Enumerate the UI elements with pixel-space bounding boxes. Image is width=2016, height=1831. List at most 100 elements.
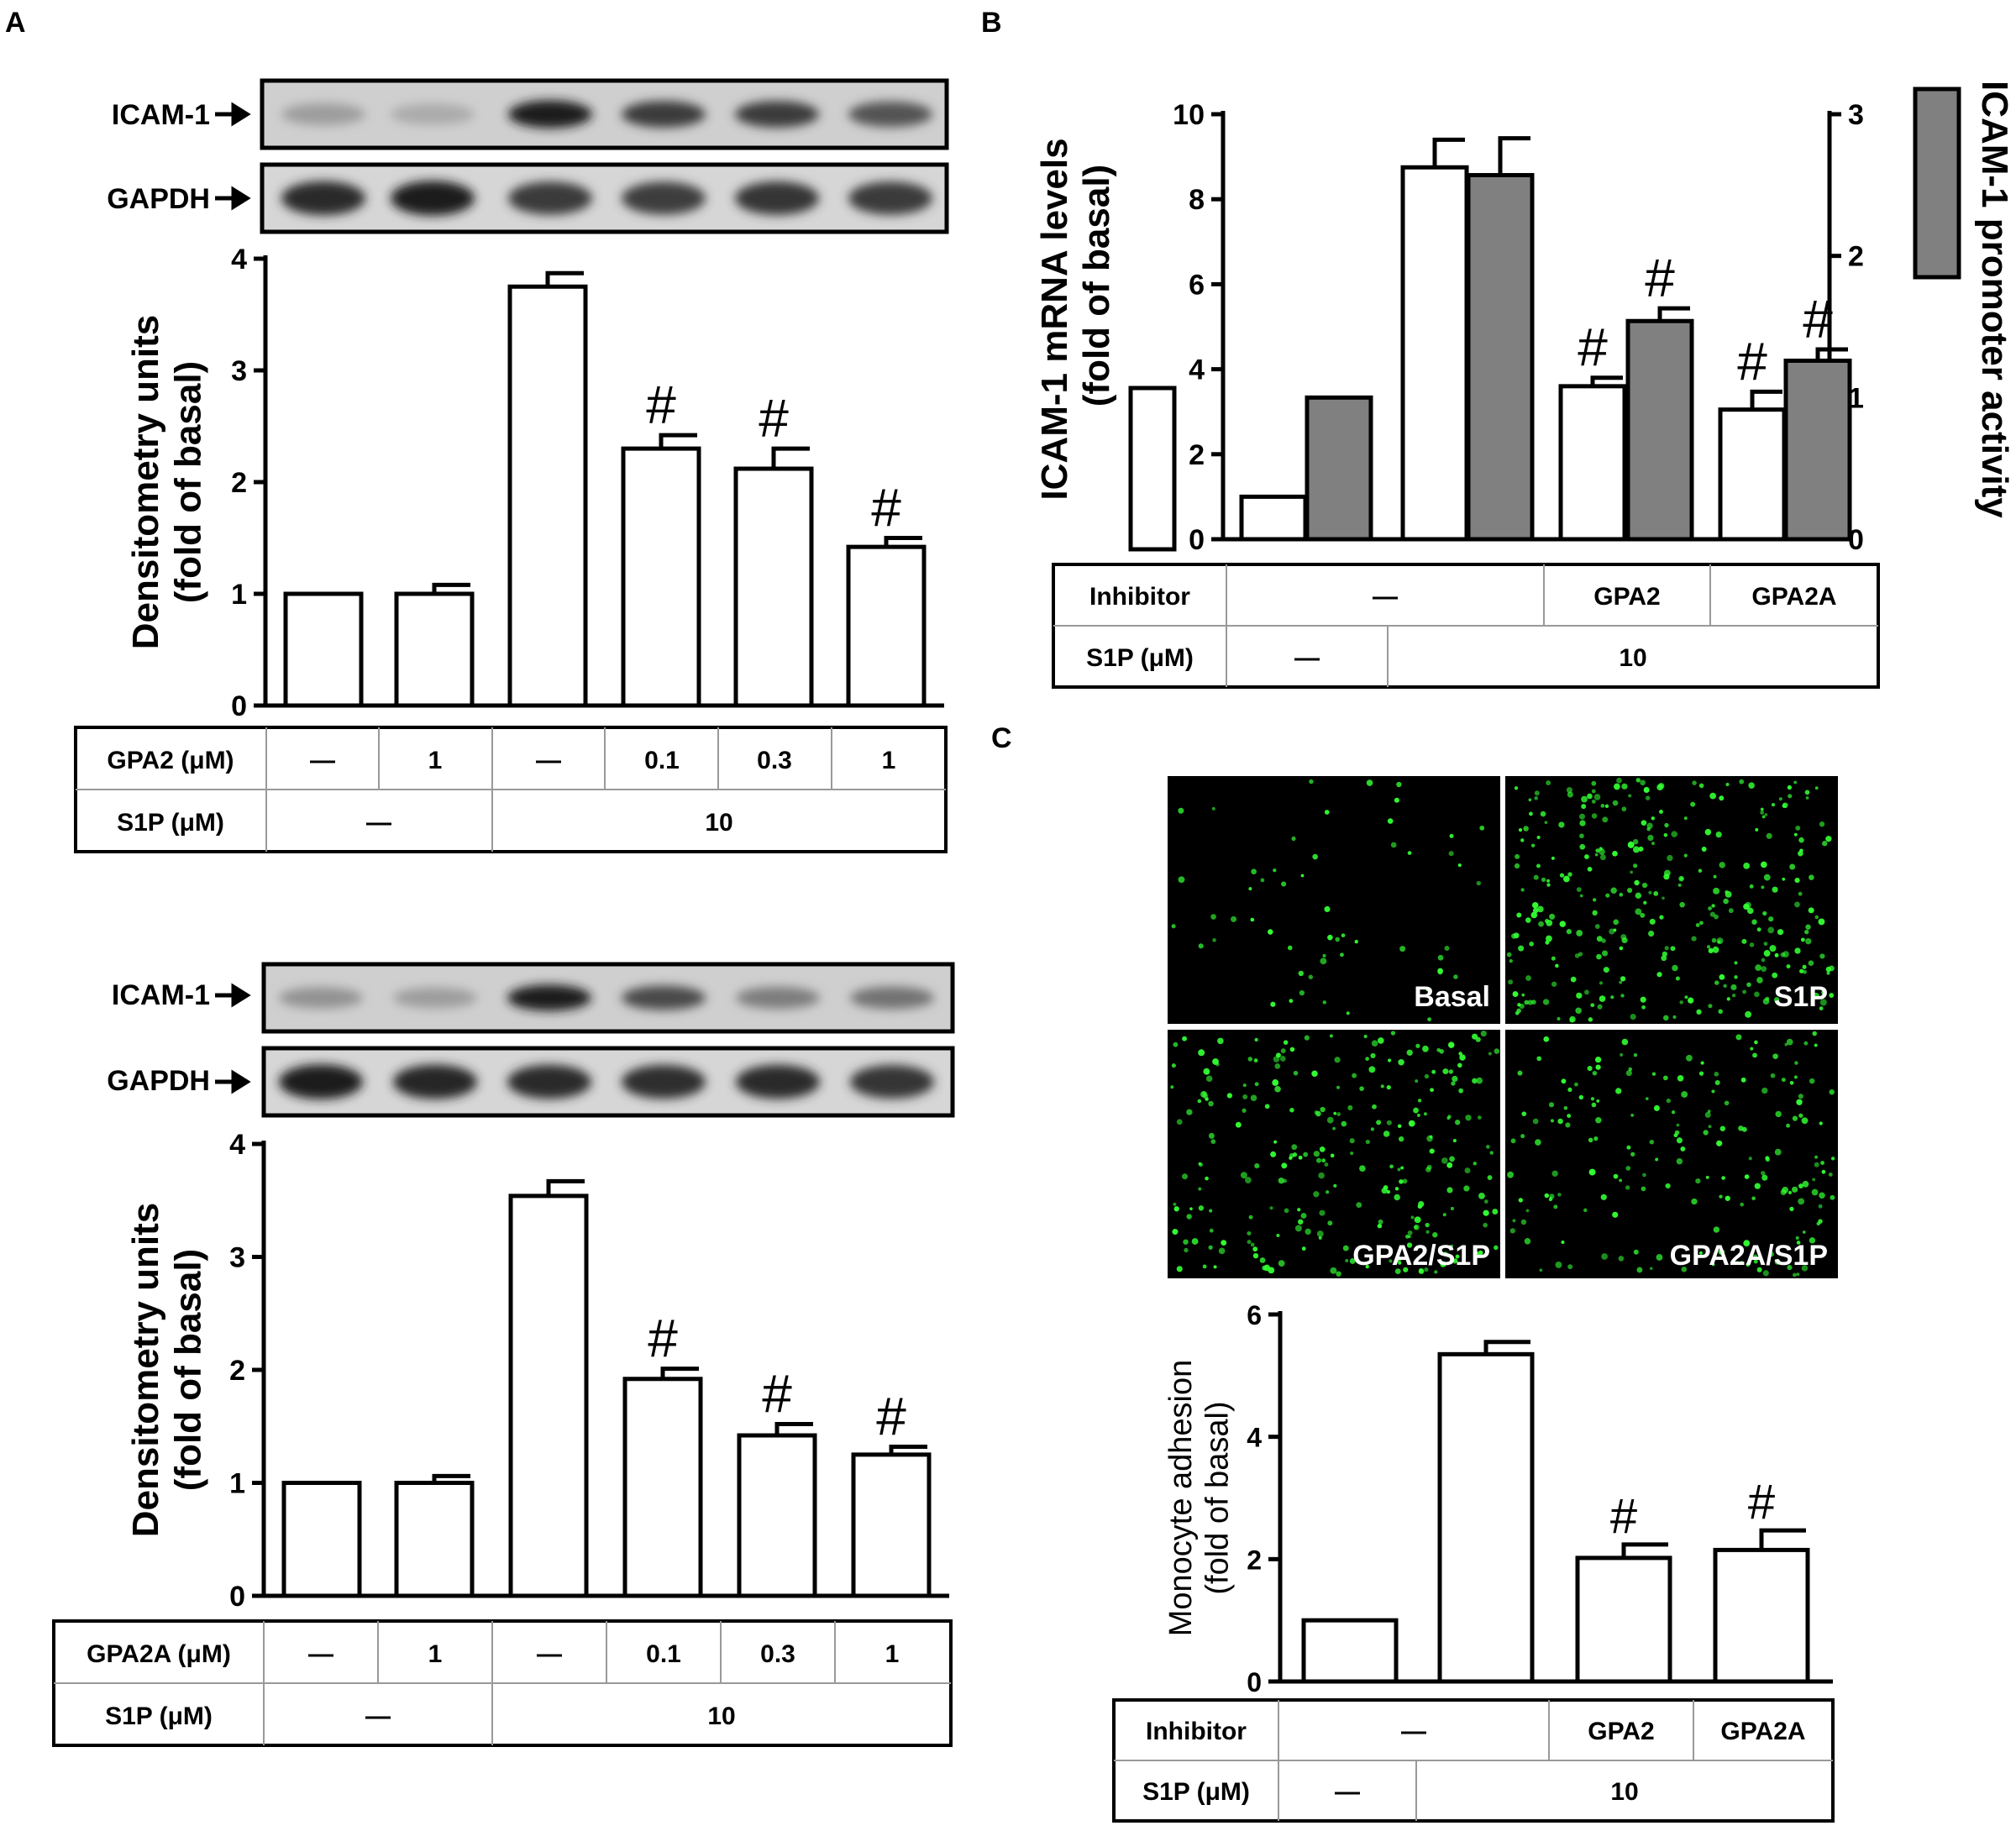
fluorescent-cell	[1567, 1264, 1573, 1270]
blot-band	[507, 984, 591, 1011]
fluorescent-cell	[1289, 1047, 1295, 1052]
fluorescent-cell	[1636, 1267, 1643, 1273]
fluorescent-cell	[1645, 1097, 1649, 1100]
fluorescent-cell	[1313, 1151, 1320, 1157]
fluorescent-cell	[1558, 821, 1565, 828]
fluorescent-cell	[1599, 995, 1606, 1002]
fluorescent-cell	[1679, 901, 1685, 908]
fluorescent-cell	[1743, 903, 1750, 910]
fluorescent-cell	[1518, 1198, 1523, 1203]
y-tick-label: 8	[1189, 184, 1205, 216]
fluorescent-cell	[1651, 842, 1655, 846]
bar	[1783, 358, 1852, 542]
fluorescent-cell	[1651, 1072, 1656, 1076]
fluorescent-cell	[1539, 1268, 1543, 1272]
fluorescent-cell	[1829, 993, 1835, 998]
fluorescent-cell	[1630, 1113, 1635, 1117]
fluorescent-cell	[1452, 1139, 1457, 1143]
fluorescent-cell	[1247, 1230, 1252, 1236]
fluorescent-cell	[1749, 942, 1755, 947]
fluorescent-cell	[1596, 936, 1603, 942]
fluorescent-cell	[1592, 1071, 1598, 1076]
fluorescent-cell	[1200, 1090, 1207, 1098]
bar	[1466, 173, 1535, 542]
fluorescent-cell	[1734, 975, 1738, 979]
fluorescent-cell	[1406, 1049, 1413, 1056]
fluorescent-cell	[1242, 1094, 1248, 1099]
y-tick-label: 2	[231, 467, 247, 499]
fluorescent-cell	[1671, 1110, 1676, 1115]
fluorescent-cell	[1803, 969, 1807, 974]
fluorescent-cell	[1567, 1087, 1572, 1092]
fluorescent-cell	[1772, 886, 1778, 893]
y-axis-subtitle: (fold of basal)	[168, 361, 209, 603]
blot-bottom-label-icam1: ICAM-1	[112, 979, 210, 1011]
fluorescent-cell	[1774, 1148, 1782, 1156]
fluorescent-cell	[1494, 1245, 1499, 1251]
fluorescent-cell	[1378, 1219, 1383, 1225]
table-a1-cell: —	[536, 747, 561, 774]
fluorescent-cell	[1715, 831, 1722, 838]
significance-mark: #	[648, 1309, 678, 1369]
fluorescent-cell	[1530, 843, 1536, 847]
fluorescent-cell	[1795, 1236, 1799, 1241]
fluorescent-cell	[1610, 995, 1614, 999]
fluorescent-cell	[1457, 863, 1462, 868]
fluorescent-cell	[1684, 995, 1688, 999]
fluorescent-cell	[1559, 921, 1566, 927]
fluorescent-cell	[1742, 989, 1747, 994]
fluorescent-cell	[1557, 1016, 1561, 1021]
fluorescent-cell	[1731, 994, 1736, 998]
fluorescent-cell	[1643, 787, 1650, 794]
fluorescent-cell	[1398, 1058, 1404, 1066]
fluorescent-cell	[1708, 1004, 1713, 1009]
fluorescent-cell	[1304, 1035, 1310, 1041]
fluorescent-cell	[1287, 945, 1293, 951]
fluorescent-cell	[1724, 1100, 1730, 1106]
table-c-cell: —	[1401, 1718, 1426, 1745]
table-a1: GPA2 (μM) — 1 — 0.1 0.3 1 S1P (μM) — 10	[74, 726, 948, 853]
fluorescent-cell	[1293, 1070, 1299, 1076]
fluorescent-cell	[1590, 1097, 1595, 1101]
fluorescent-cell	[1550, 1119, 1554, 1123]
fluorescent-cell	[1676, 1137, 1683, 1144]
fluorescent-cell	[1739, 779, 1745, 784]
fluorescent-cell	[1449, 833, 1454, 838]
fluorescent-cell	[1723, 984, 1727, 989]
fluorescent-cell	[1463, 1185, 1470, 1192]
fluorescent-cell	[1529, 942, 1534, 947]
fluorescent-cell	[1322, 953, 1326, 957]
fluorescent-cell	[1788, 794, 1793, 799]
blot-band	[736, 986, 820, 1010]
fluorescent-cell	[1740, 1202, 1745, 1207]
error-bar	[774, 1422, 813, 1436]
fluorescent-cell	[1340, 952, 1344, 957]
blot-band	[850, 986, 934, 1010]
fluorescent-cell	[1356, 1202, 1362, 1209]
error-bar	[1483, 1340, 1530, 1355]
error-bar	[1590, 375, 1623, 386]
fluorescent-cell	[1451, 1081, 1456, 1086]
fluorescent-cell	[1478, 1250, 1483, 1256]
fluorescent-cell	[1816, 1221, 1820, 1226]
fluorescent-cell	[1740, 1261, 1744, 1265]
fluorescent-cell	[1432, 1232, 1438, 1238]
fluorescent-cell	[1641, 882, 1648, 889]
fluorescent-cell	[1717, 940, 1721, 944]
y-tick-label: 4	[231, 244, 247, 275]
fluorescent-cell	[1809, 874, 1814, 880]
error-bar	[432, 1473, 470, 1483]
fluorescent-cell	[1472, 1078, 1478, 1084]
fluorescent-cell	[1621, 783, 1628, 790]
y-tick-label: 0	[229, 1581, 245, 1613]
fluorescent-cell	[1773, 997, 1780, 1003]
fluorescent-cell	[1429, 1148, 1435, 1154]
fluorescent-cell	[1359, 1165, 1366, 1173]
fluorescent-cell	[1808, 960, 1814, 967]
fluorescent-cell	[1274, 1062, 1281, 1069]
fluorescent-cell	[1704, 828, 1712, 836]
fluorescent-cell	[1281, 881, 1287, 887]
fluorescent-cell	[1648, 930, 1655, 937]
bar	[1558, 384, 1627, 542]
error-bar	[1750, 389, 1782, 410]
